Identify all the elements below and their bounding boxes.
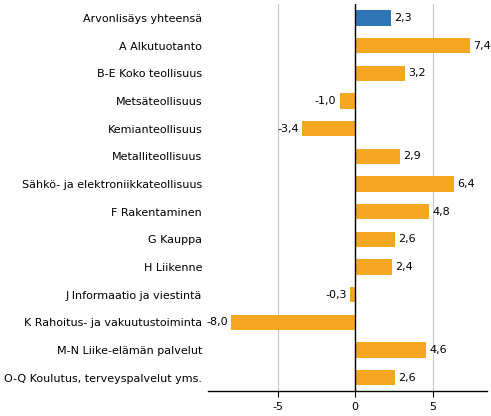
Bar [351,287,355,302]
Bar [355,259,392,275]
Text: -3,4: -3,4 [277,124,299,134]
Bar [355,342,426,357]
Text: -0,3: -0,3 [326,290,347,300]
Text: 2,3: 2,3 [394,13,411,23]
Text: 6,4: 6,4 [458,179,475,189]
Bar [355,232,395,247]
Bar [339,93,355,109]
Bar [355,149,400,164]
Text: 4,6: 4,6 [430,345,447,355]
Bar [355,38,470,53]
Bar [231,314,355,330]
Text: 3,2: 3,2 [408,68,425,78]
Bar [302,121,355,136]
Bar [355,176,454,192]
Text: -8,0: -8,0 [206,317,228,327]
Text: 2,6: 2,6 [399,373,416,383]
Text: 2,6: 2,6 [399,234,416,244]
Bar [355,66,405,81]
Bar [355,10,391,26]
Bar [355,204,430,219]
Text: 2,4: 2,4 [395,262,413,272]
Bar [355,370,395,385]
Text: -1,0: -1,0 [315,96,336,106]
Text: 7,4: 7,4 [473,41,491,51]
Text: 4,8: 4,8 [433,207,450,217]
Text: 2,9: 2,9 [403,151,421,161]
